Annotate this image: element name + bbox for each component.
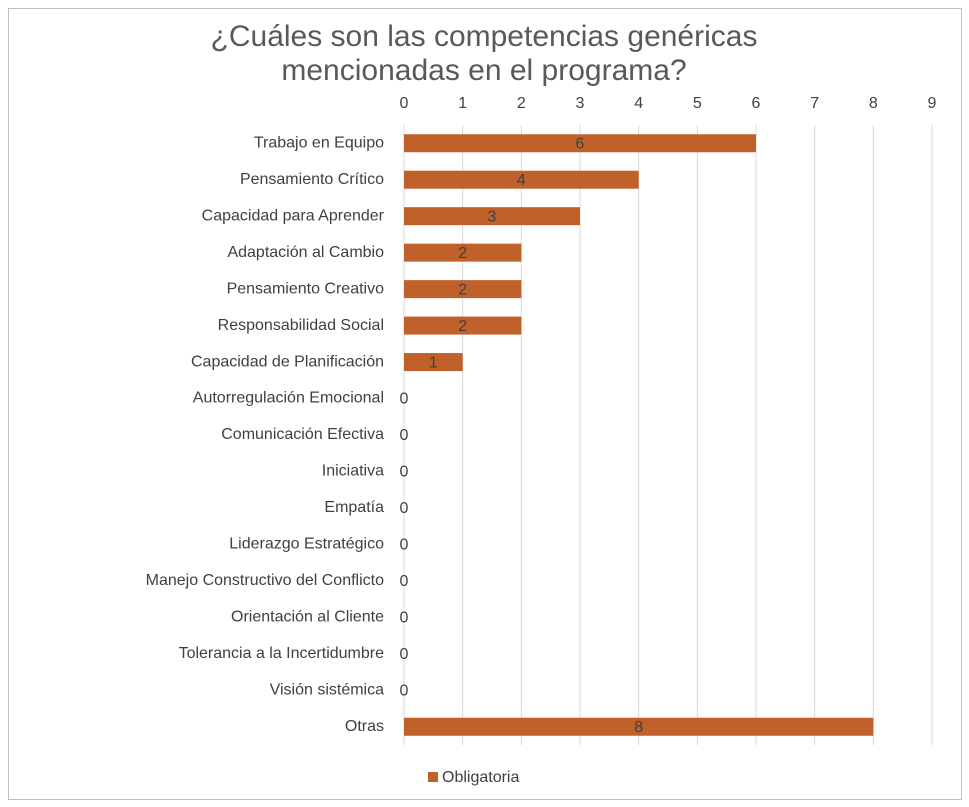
data-label: 0 [400,646,409,663]
y-tick-label: Liderazgo Estratégico [229,536,384,553]
y-tick-label: Capacidad para Aprender [202,207,385,224]
y-tick-label: Adaptación al Cambio [227,244,384,261]
data-label: 0 [400,683,409,700]
data-label: 2 [458,318,467,335]
y-tick-label: Visión sistémica [270,682,385,699]
y-tick-label: Manejo Constructivo del Conflicto [146,572,384,589]
data-label: 2 [458,245,467,262]
data-label: 0 [400,537,409,554]
legend-swatch [428,772,438,782]
bar [404,170,639,189]
data-label: 2 [458,281,467,298]
data-label: 0 [400,391,409,408]
y-tick-label: Autorregulación Emocional [193,390,384,407]
data-label: 3 [488,208,497,225]
y-tick-label: Orientación al Cliente [231,609,384,626]
x-tick-label: 1 [458,95,467,112]
data-label: 6 [576,135,585,152]
y-tick-label: Empatía [324,499,384,516]
data-label: 1 [429,354,438,371]
data-label: 8 [634,719,643,736]
y-tick-label: Tolerancia a la Incertidumbre [179,645,385,662]
data-label: 0 [400,610,409,627]
y-tick-label: Comunicación Efectiva [221,426,384,443]
y-tick-label: Capacidad de Planificación [191,353,384,370]
x-tick-label: 3 [576,95,585,112]
data-label: 0 [400,573,409,590]
y-tick-label: Pensamiento Crítico [240,171,384,188]
x-tick-label: 0 [400,95,409,112]
y-tick-label: Pensamiento Creativo [227,280,385,297]
data-label: 4 [517,172,526,189]
y-tick-label: Otras [345,718,384,735]
x-tick-label: 8 [869,95,878,112]
data-label: 0 [400,500,409,517]
x-tick-label: 5 [693,95,702,112]
bar [404,280,522,299]
x-tick-label: 7 [810,95,819,112]
data-label: 0 [400,427,409,444]
x-tick-label: 6 [752,95,761,112]
y-tick-label: Responsabilidad Social [218,317,384,334]
legend-label: Obligatoria [442,769,519,786]
frame [8,8,962,800]
bar [404,316,522,335]
bar [404,134,756,153]
bar [404,243,522,262]
x-tick-label: 4 [634,95,643,112]
data-label: 0 [400,464,409,481]
x-tick-label: 9 [928,95,937,112]
bar [404,717,874,736]
bar [404,207,580,226]
y-tick-label: Trabajo en Equipo [254,134,384,151]
y-tick-label: Iniciativa [322,463,384,480]
x-tick-label: 2 [517,95,526,112]
chart-title: ¿Cuáles son las competencias genéricas m… [210,20,758,87]
bar [404,353,463,372]
